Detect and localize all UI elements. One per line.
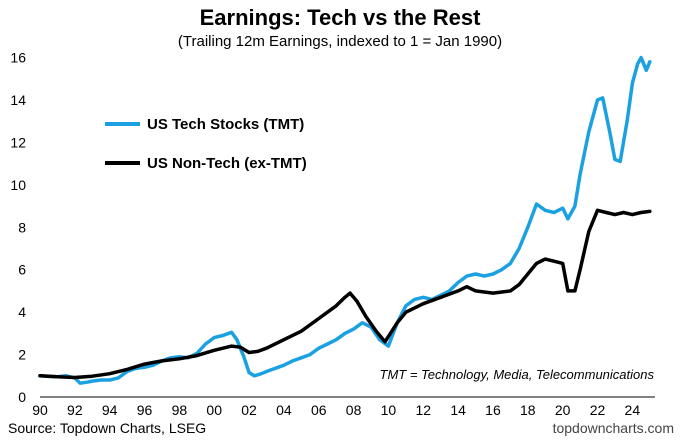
legend: US Tech Stocks (TMT) US Non-Tech (ex-TMT… xyxy=(105,116,307,172)
x-tick-label: 04 xyxy=(276,402,292,418)
x-tick-label: 10 xyxy=(381,402,397,418)
y-tick-label: 10 xyxy=(10,177,26,193)
tmt-annotation: TMT = Technology, Media, Telecommunicati… xyxy=(380,367,655,382)
x-tick-label: 94 xyxy=(102,402,118,418)
x-tick-label: 24 xyxy=(625,402,641,418)
watermark: topdowncharts.com xyxy=(553,420,674,436)
x-tick-label: 02 xyxy=(241,402,257,418)
y-tick-label: 8 xyxy=(18,219,26,235)
series-line-nontech xyxy=(38,208,652,380)
y-tick-label: 0 xyxy=(18,389,26,405)
legend-label-tech: US Tech Stocks (TMT) xyxy=(147,116,304,133)
x-tick-label: 92 xyxy=(67,402,83,418)
series-line-tech xyxy=(38,55,652,385)
chart-title: Earnings: Tech vs the Rest xyxy=(200,5,481,30)
x-tick-label: 08 xyxy=(346,402,362,418)
y-tick-label: 4 xyxy=(18,304,26,320)
x-tick-label: 12 xyxy=(415,402,431,418)
x-tick-label: 90 xyxy=(32,402,48,418)
y-tick-label: 6 xyxy=(18,262,26,278)
x-tick-label: 98 xyxy=(172,402,188,418)
y-tick-label: 12 xyxy=(10,134,26,150)
series-layer xyxy=(38,55,652,385)
x-tick-label: 14 xyxy=(450,402,466,418)
x-tick-label: 06 xyxy=(311,402,327,418)
x-tick-label: 00 xyxy=(206,402,222,418)
x-tick-label: 22 xyxy=(590,402,606,418)
legend-label-nontech: US Non-Tech (ex-TMT) xyxy=(147,155,307,172)
y-tick-label: 2 xyxy=(18,347,26,363)
y-tick-label: 14 xyxy=(10,92,26,108)
y-tick-label: 16 xyxy=(10,50,26,66)
y-axis-ticks: 0 2 4 6 8 10 12 14 16 xyxy=(10,50,26,405)
x-tick-label: 20 xyxy=(555,402,571,418)
chart-subtitle: (Trailing 12m Earnings, indexed to 1 = J… xyxy=(178,33,502,50)
x-tick-label: 18 xyxy=(520,402,536,418)
x-tick-label: 16 xyxy=(485,402,501,418)
x-axis-ticks: 90 92 94 96 98 00 02 04 06 08 10 12 14 16 18 20 22 24 xyxy=(32,402,640,418)
x-tick-label: 96 xyxy=(137,402,153,418)
source-note: Source: Topdown Charts, LSEG xyxy=(8,420,206,436)
